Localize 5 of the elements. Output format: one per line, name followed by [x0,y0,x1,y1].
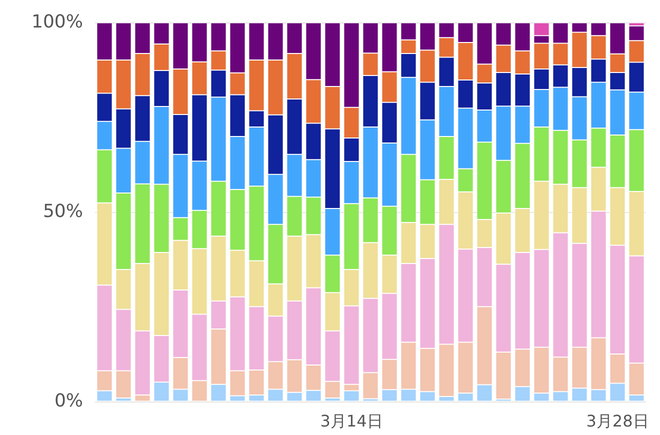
x-tick-label: 3月14日 [320,412,383,431]
y-tick-label: 50% [42,200,83,222]
y-tick-label: 0% [54,390,83,412]
y-tick-label: 100% [32,11,83,32]
x-tick-label: 3月28日 [586,412,649,431]
